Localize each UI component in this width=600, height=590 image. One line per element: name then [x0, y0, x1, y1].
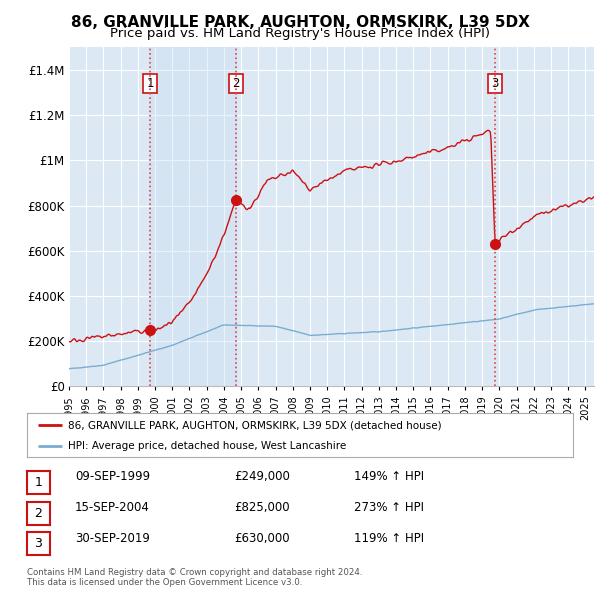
- Text: 30-SEP-2019: 30-SEP-2019: [75, 532, 150, 545]
- Text: Price paid vs. HM Land Registry's House Price Index (HPI): Price paid vs. HM Land Registry's House …: [110, 27, 490, 40]
- Text: HPI: Average price, detached house, West Lancashire: HPI: Average price, detached house, West…: [68, 441, 346, 451]
- Text: 2: 2: [232, 77, 240, 90]
- Text: 86, GRANVILLE PARK, AUGHTON, ORMSKIRK, L39 5DX (detached house): 86, GRANVILLE PARK, AUGHTON, ORMSKIRK, L…: [68, 421, 442, 430]
- Text: £825,000: £825,000: [234, 501, 290, 514]
- Text: 2: 2: [34, 506, 43, 520]
- Text: Contains HM Land Registry data © Crown copyright and database right 2024.
This d: Contains HM Land Registry data © Crown c…: [27, 568, 362, 587]
- Text: 1: 1: [146, 77, 154, 90]
- Text: 3: 3: [34, 537, 43, 550]
- Bar: [150, 47, 236, 386]
- Text: 149% ↑ HPI: 149% ↑ HPI: [354, 470, 424, 483]
- Text: £249,000: £249,000: [234, 470, 290, 483]
- Text: 09-SEP-1999: 09-SEP-1999: [75, 470, 150, 483]
- Text: 1: 1: [34, 476, 43, 489]
- Text: £630,000: £630,000: [234, 532, 290, 545]
- Text: 15-SEP-2004: 15-SEP-2004: [75, 501, 150, 514]
- Text: 3: 3: [491, 77, 499, 90]
- Text: 273% ↑ HPI: 273% ↑ HPI: [354, 501, 424, 514]
- Text: 119% ↑ HPI: 119% ↑ HPI: [354, 532, 424, 545]
- Text: 86, GRANVILLE PARK, AUGHTON, ORMSKIRK, L39 5DX: 86, GRANVILLE PARK, AUGHTON, ORMSKIRK, L…: [71, 15, 529, 30]
